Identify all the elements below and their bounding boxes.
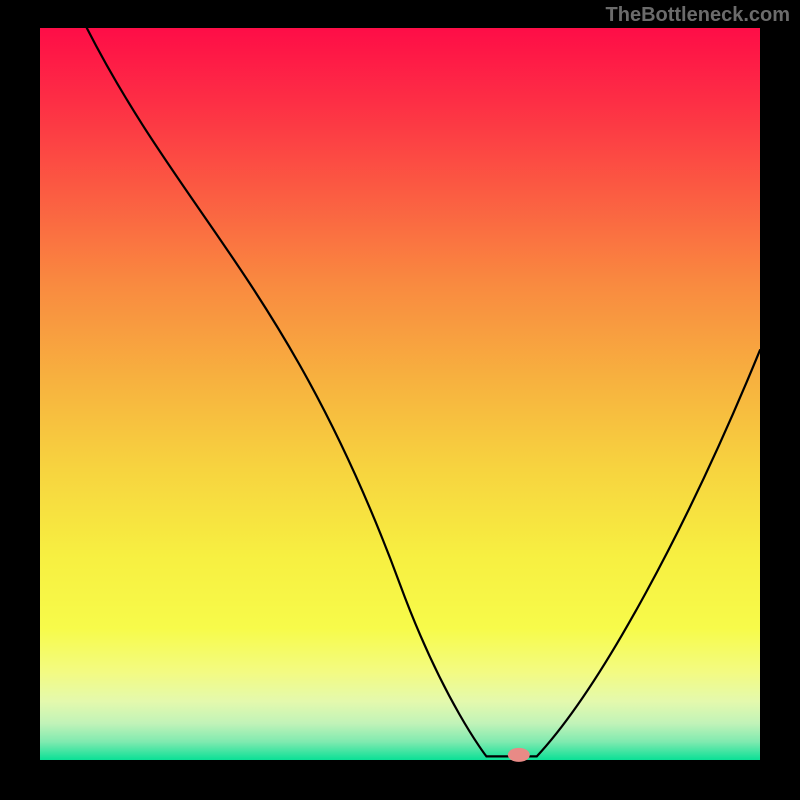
bottleneck-chart: TheBottleneck.com xyxy=(0,0,800,800)
optimal-point-marker xyxy=(508,748,530,762)
chart-svg xyxy=(0,0,800,800)
watermark-text: TheBottleneck.com xyxy=(606,4,790,27)
plot-area xyxy=(40,28,760,760)
